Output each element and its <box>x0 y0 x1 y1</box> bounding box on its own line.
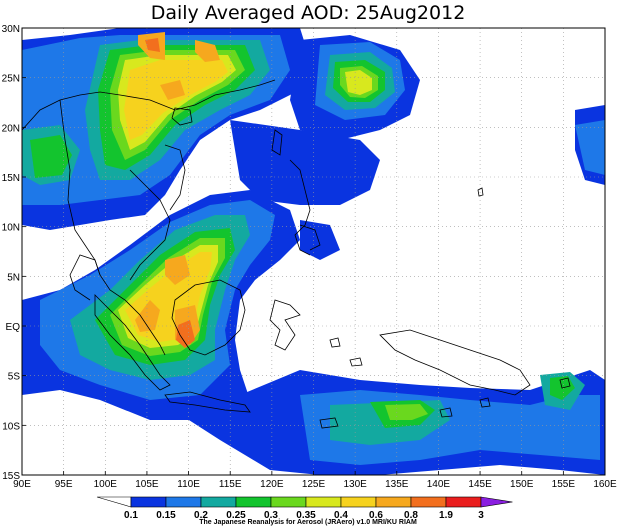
lon-label: 105E <box>135 479 159 490</box>
colorbar-level-label: 0.15 <box>156 510 176 521</box>
colorbar-swatch <box>375 496 412 508</box>
lat-label: 10S <box>2 421 20 432</box>
colorbar-level-label: 0.25 <box>226 510 246 521</box>
lat-label: 15S <box>2 471 20 482</box>
lon-label: 110E <box>177 479 200 490</box>
lon-label: 155E <box>552 479 576 490</box>
lon-label: 135E <box>385 479 409 490</box>
lon-label: 145E <box>468 479 492 490</box>
lon-label: 115E <box>219 479 242 490</box>
map-title: Daily Averaged AOD: 25Aug2012 <box>151 2 466 24</box>
lat-label: 25N <box>2 74 20 85</box>
lon-label: 125E <box>302 479 326 490</box>
lat-label: 5S <box>8 372 21 383</box>
lon-label: 150E <box>510 479 534 490</box>
lat-label: 15N <box>2 173 20 184</box>
colorbar-level-label: 3 <box>478 510 484 521</box>
colorbar-level-label: 0.8 <box>404 510 418 521</box>
lon-label: 130E <box>343 479 367 490</box>
colorbar-swatch <box>165 496 202 508</box>
colorbar-level-label: 0.6 <box>369 510 383 521</box>
longitude-labels: 90E 95E 100E 105E 110E 115E 120E 125E 130E 135E 14… <box>13 471 617 490</box>
lat-label: 30N <box>2 24 20 35</box>
colorbar-swatch <box>270 496 307 508</box>
lon-label: 160E <box>593 479 617 490</box>
colorbar-swatch <box>200 496 237 508</box>
colorbar-level-label: 0.3 <box>264 510 278 521</box>
colorbar-over-triangle <box>480 496 513 508</box>
colorbar-swatch <box>235 496 272 508</box>
lat-label: 20N <box>2 123 20 134</box>
lat-label: EQ <box>6 322 21 333</box>
lat-label: 5N <box>7 272 20 283</box>
lon-label: 100E <box>94 479 118 490</box>
colorbar-level-label: 0.4 <box>334 510 348 521</box>
lat-label: 10N <box>2 223 20 234</box>
lon-label: 95E <box>55 479 73 490</box>
colorbar-level-label: 0.35 <box>296 510 316 521</box>
colorbar: 0.1 0.15 0.2 0.25 0.3 0.35 0.4 0.6 0.8 1.9 3 <box>96 496 513 521</box>
latitude-labels: 30N 25N 20N 15N 10N 5N EQ 5S 10S 15S <box>2 24 26 482</box>
lon-label: 120E <box>260 479 284 490</box>
colorbar-level-label: 1.9 <box>439 510 453 521</box>
credit-text: The Japanese Reanalysis for Aerosol (JRA… <box>199 519 417 526</box>
colorbar-level-label: 0.1 <box>124 510 138 521</box>
lon-label: 140E <box>427 479 451 490</box>
colorbar-swatch <box>445 496 482 508</box>
aod-contour-field <box>22 28 605 475</box>
lon-label: 90E <box>13 479 31 490</box>
colorbar-swatch <box>410 496 447 508</box>
colorbar-swatch <box>130 496 167 508</box>
colorbar-swatch <box>305 496 342 508</box>
coastlines <box>22 79 571 429</box>
colorbar-under-triangle <box>96 496 132 508</box>
colorbar-swatch <box>340 496 377 508</box>
colorbar-level-label: 0.2 <box>194 510 208 521</box>
